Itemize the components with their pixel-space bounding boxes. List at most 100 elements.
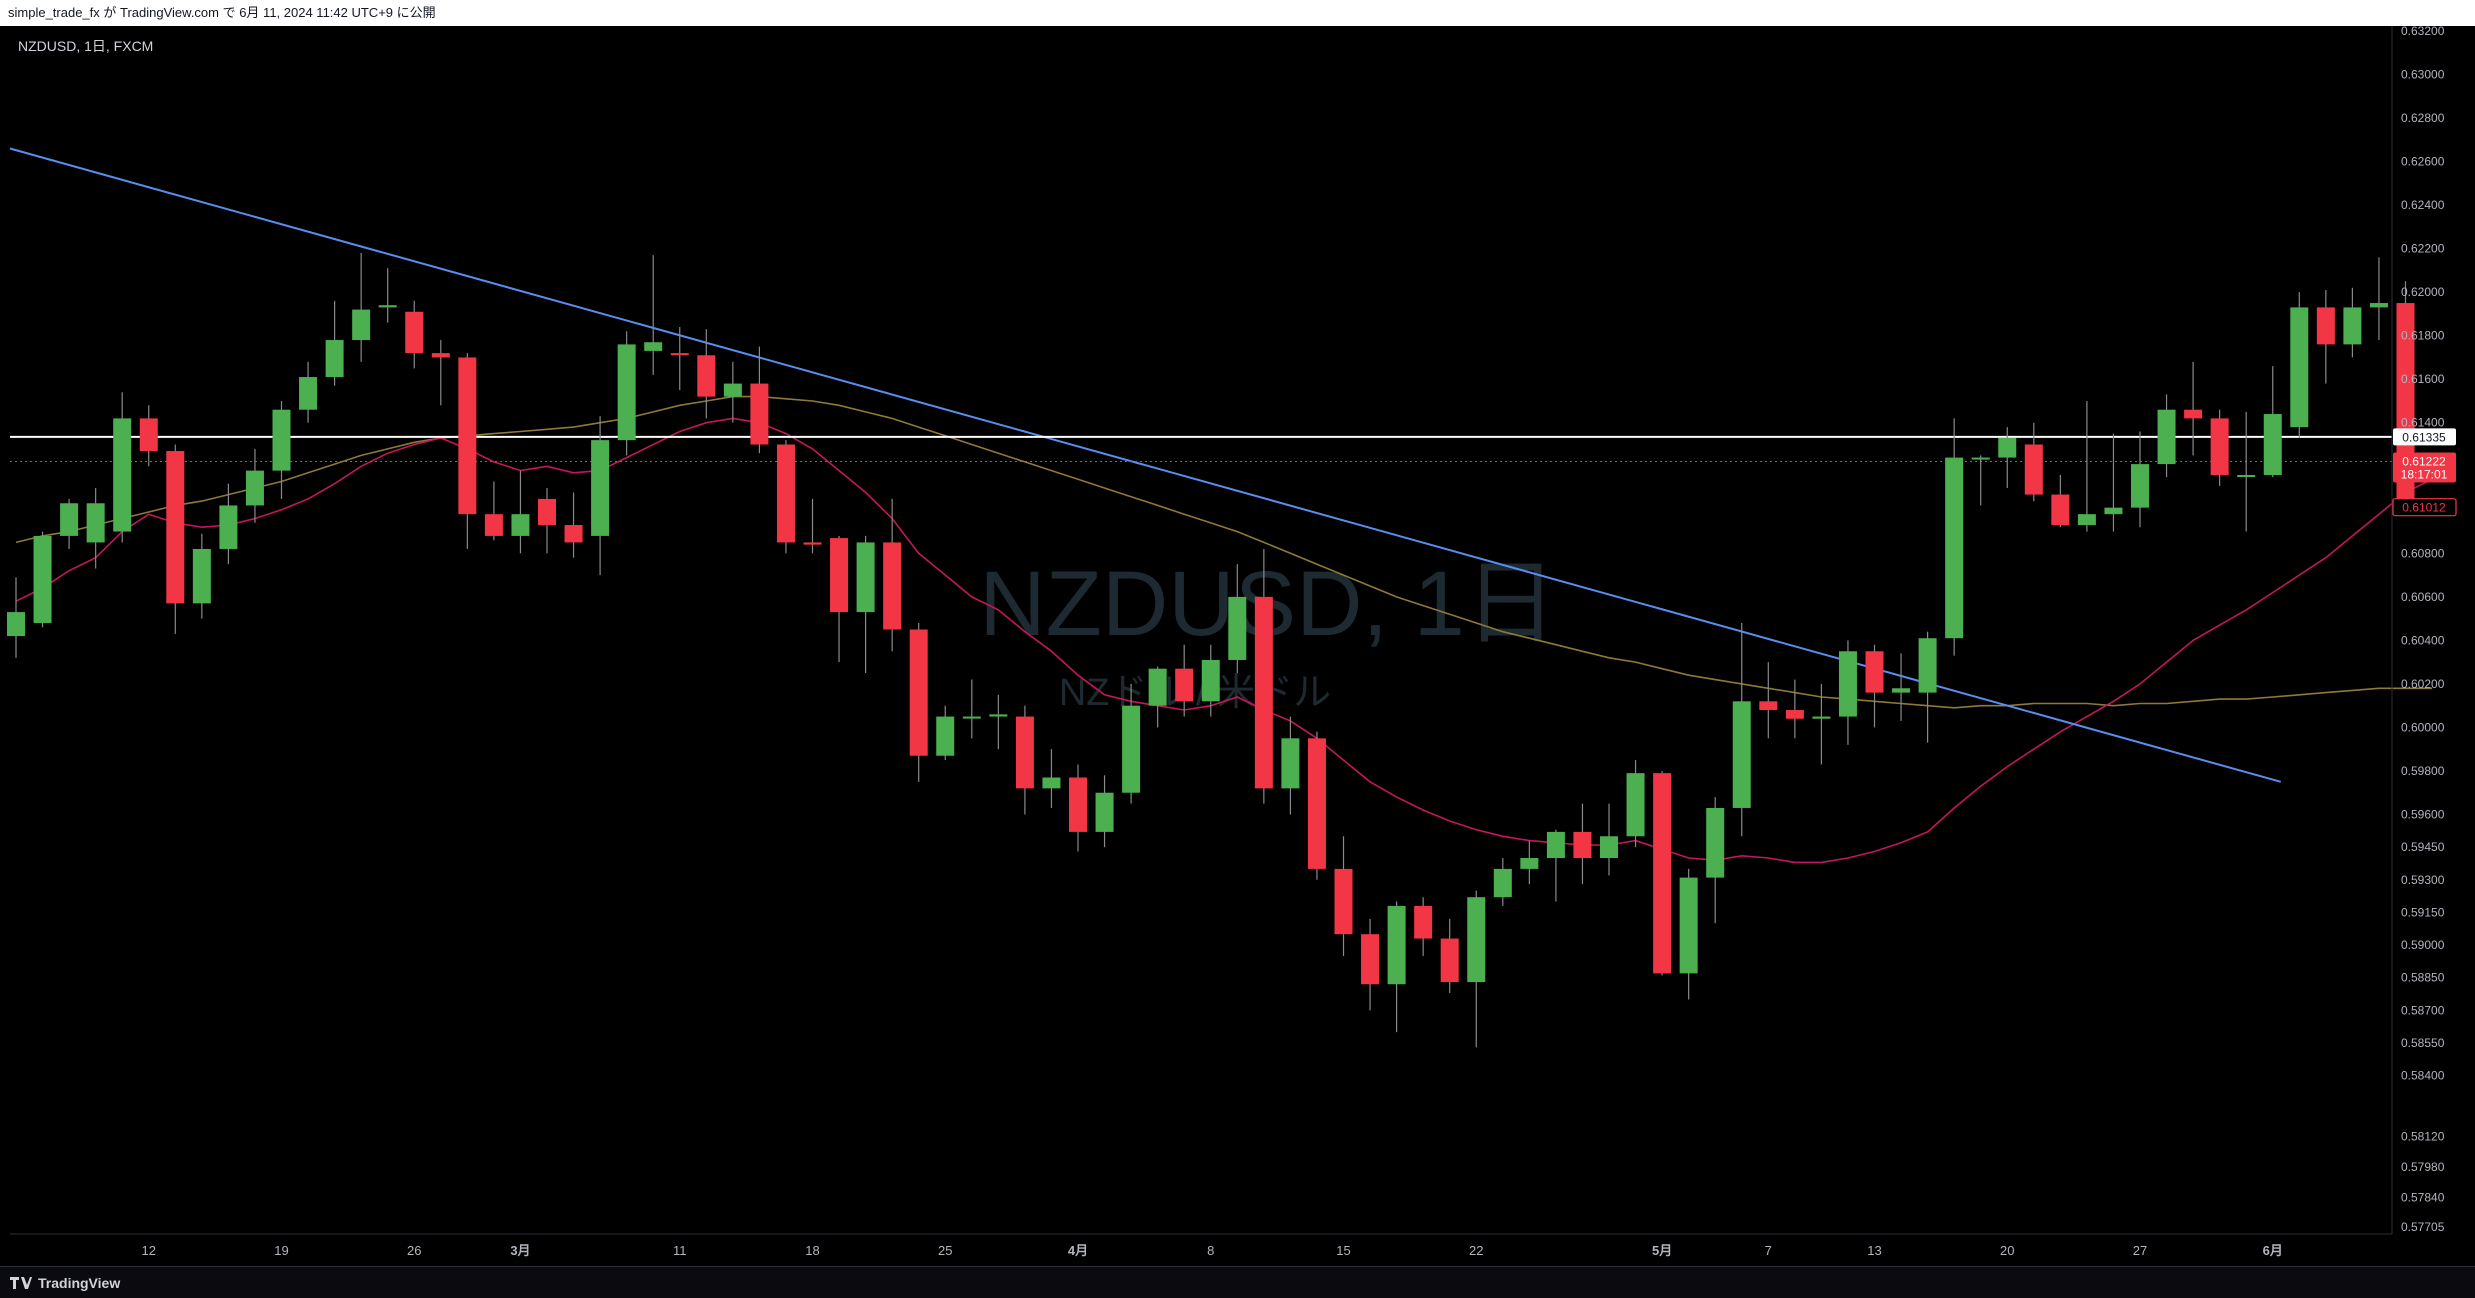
price-tick-label: 0.60000 (2401, 720, 2445, 734)
candle (2316, 289, 2335, 384)
candle-body-down (2051, 494, 2070, 526)
price-label-box (2393, 452, 2456, 483)
candle (219, 483, 238, 565)
time-tick-label: 18 (805, 1243, 819, 1258)
candle (86, 488, 105, 569)
candle (1600, 803, 1618, 876)
candle-body-up (962, 716, 981, 719)
candle (962, 679, 981, 739)
candle-body-up (352, 309, 371, 341)
candle-body-up (511, 514, 530, 536)
time-tick-label: 8 (1207, 1243, 1214, 1258)
publish-caption-bar: simple_trade_fx が TradingView.com で 6月 1… (0, 0, 2475, 26)
candle-body-down (909, 629, 928, 756)
candle (1042, 749, 1061, 808)
candle (60, 498, 79, 549)
time-tick-label: 3月 (510, 1243, 530, 1258)
candle (776, 440, 795, 554)
candle-body-down (405, 311, 424, 354)
candle (1122, 683, 1141, 804)
candle (883, 498, 902, 652)
candle (1201, 644, 1220, 717)
candle (166, 444, 185, 634)
symbol-legend[interactable]: NZDUSD, 1日, FXCM (18, 38, 154, 54)
candle (1520, 840, 1539, 885)
price-tick-label: 0.62400 (2401, 198, 2445, 212)
candle (644, 255, 663, 375)
candle (245, 448, 264, 523)
price-tick-label: 0.59600 (2401, 807, 2445, 821)
candle (1254, 548, 1273, 804)
candle (2077, 400, 2096, 532)
candle (511, 470, 530, 554)
candle-body-up (1971, 457, 1990, 460)
candle (564, 492, 583, 558)
time-tick-label: 27 (2133, 1243, 2147, 1258)
price-tick-label: 0.58850 (2401, 971, 2445, 985)
candle-body-up (2263, 414, 2282, 475)
candle-body-up (1998, 437, 2017, 458)
horizontal-lines[interactable] (10, 435, 2392, 462)
candle (1812, 683, 1831, 765)
candle (1493, 858, 1512, 906)
candle-body-down (431, 353, 450, 358)
candle-body-up (1095, 792, 1114, 832)
candle-body-up (1467, 897, 1486, 983)
candle (458, 353, 477, 549)
candle (723, 361, 742, 423)
candle-body-up (856, 542, 875, 613)
time-tick-label: 22 (1469, 1243, 1483, 1258)
candle-body-down (803, 542, 822, 545)
candle (830, 535, 849, 663)
candle (1679, 868, 1698, 1000)
candle (1281, 716, 1300, 815)
time-tick-label: 4月 (1068, 1243, 1088, 1258)
candle (2131, 431, 2149, 528)
candle-body-down (1440, 938, 1459, 983)
candle-body-up (2131, 464, 2149, 508)
candle-body-up (325, 340, 344, 378)
candle-body-up (1732, 701, 1751, 808)
chart-plot-area[interactable] (10, 26, 2390, 1232)
candle-body-down (139, 418, 158, 452)
candle-body-up (1812, 716, 1831, 719)
price-tick-label: 0.60200 (2401, 677, 2445, 691)
candle-body-down (1069, 777, 1087, 832)
descending-trendline[interactable] (9, 147, 2282, 783)
candle-body-down (1307, 738, 1326, 869)
price-label-text: 0.61012 (2402, 501, 2446, 515)
candle (1467, 890, 1486, 1048)
trendline-layer[interactable] (9, 147, 2282, 783)
time-tick-label: 7 (1765, 1243, 1772, 1258)
candle (1732, 622, 1751, 837)
candle (2237, 411, 2256, 532)
candle (750, 346, 769, 454)
candle-body-down (750, 383, 769, 445)
candle (2210, 409, 2229, 486)
candle (1945, 418, 1964, 656)
candle-body-up (1706, 807, 1725, 878)
candle (431, 340, 450, 406)
candle-body-down (1254, 596, 1273, 789)
publish-caption: simple_trade_fx が TradingView.com で 6月 1… (8, 5, 436, 20)
candle (2290, 292, 2309, 438)
time-axis[interactable]: 12 19 26 3月 11 18 25 4月 8 15 22 5月 7 13 20 27 6月 (10, 1233, 2392, 1258)
tradingview-logo[interactable]: TradingView (10, 1275, 120, 1291)
candle-body-up (245, 470, 264, 506)
price-tick-label: 0.57980 (2401, 1160, 2445, 1174)
candle-body-down (1414, 905, 1433, 939)
candle (1918, 631, 1937, 743)
candle (803, 498, 822, 554)
candle-body-up (2237, 474, 2256, 477)
price-tick-label: 0.58400 (2401, 1069, 2445, 1083)
price-axis[interactable]: 0.63200 0.63000 0.62800 0.62600 0.62400 0.622… (2391, 24, 2445, 1234)
candle-body-up (2077, 514, 2096, 526)
candle (299, 361, 318, 423)
candle-body-up (33, 535, 52, 623)
price-tick-label: 0.63200 (2401, 24, 2445, 38)
candle-body-down (830, 538, 849, 613)
candle (7, 577, 25, 658)
candle-body-down (1175, 668, 1194, 702)
